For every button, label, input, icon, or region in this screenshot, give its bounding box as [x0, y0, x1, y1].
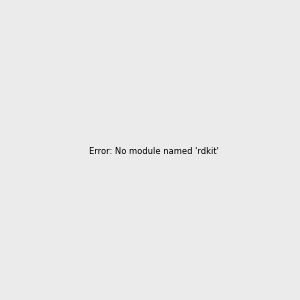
Text: Error: No module named 'rdkit': Error: No module named 'rdkit': [89, 147, 219, 156]
